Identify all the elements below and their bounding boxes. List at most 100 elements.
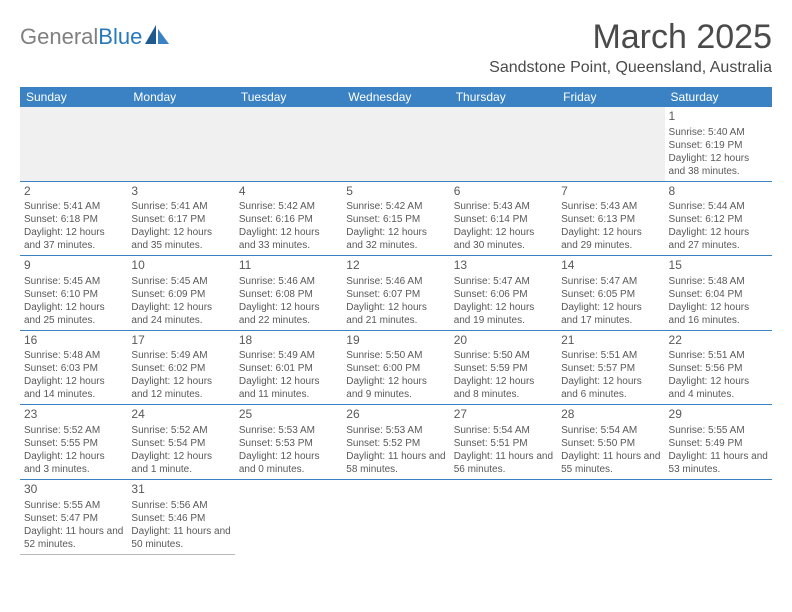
daylight-line: Daylight: 12 hours and 25 minutes. <box>24 301 123 327</box>
weekday-header: Tuesday <box>235 87 342 107</box>
sunset-line: Sunset: 6:03 PM <box>24 362 123 375</box>
daylight-line: Daylight: 12 hours and 12 minutes. <box>131 375 230 401</box>
sunrise-line: Sunrise: 5:41 AM <box>24 200 123 213</box>
day-number: 5 <box>346 184 445 200</box>
location-subtitle: Sandstone Point, Queensland, Australia <box>489 59 772 77</box>
day-cell: 9Sunrise: 5:45 AMSunset: 6:10 PMDaylight… <box>20 256 127 331</box>
day-number: 9 <box>24 258 123 274</box>
day-cell: 18Sunrise: 5:49 AMSunset: 6:01 PMDayligh… <box>235 330 342 405</box>
sunrise-line: Sunrise: 5:44 AM <box>669 200 768 213</box>
sunrise-line: Sunrise: 5:50 AM <box>454 349 553 362</box>
sunrise-line: Sunrise: 5:41 AM <box>131 200 230 213</box>
daylight-line: Daylight: 12 hours and 0 minutes. <box>239 450 338 476</box>
day-number: 1 <box>669 109 768 125</box>
daylight-line: Daylight: 11 hours and 56 minutes. <box>454 450 553 476</box>
weekday-header-row: SundayMondayTuesdayWednesdayThursdayFrid… <box>20 87 772 107</box>
day-number: 11 <box>239 258 338 274</box>
calendar-row: 9Sunrise: 5:45 AMSunset: 6:10 PMDaylight… <box>20 256 772 331</box>
day-number: 16 <box>24 333 123 349</box>
day-cell: 29Sunrise: 5:55 AMSunset: 5:49 PMDayligh… <box>665 405 772 480</box>
day-number: 20 <box>454 333 553 349</box>
daylight-line: Daylight: 12 hours and 33 minutes. <box>239 226 338 252</box>
day-number: 7 <box>561 184 660 200</box>
day-cell: 8Sunrise: 5:44 AMSunset: 6:12 PMDaylight… <box>665 181 772 256</box>
daylight-line: Daylight: 12 hours and 4 minutes. <box>669 375 768 401</box>
daylight-line: Daylight: 12 hours and 17 minutes. <box>561 301 660 327</box>
day-cell: 19Sunrise: 5:50 AMSunset: 6:00 PMDayligh… <box>342 330 449 405</box>
weekday-header: Wednesday <box>342 87 449 107</box>
day-number: 26 <box>346 407 445 423</box>
day-number: 15 <box>669 258 768 274</box>
day-number: 12 <box>346 258 445 274</box>
empty-trailing-cell <box>557 479 664 554</box>
daylight-line: Daylight: 11 hours and 52 minutes. <box>24 525 123 551</box>
sunrise-line: Sunrise: 5:43 AM <box>561 200 660 213</box>
day-cell: 25Sunrise: 5:53 AMSunset: 5:53 PMDayligh… <box>235 405 342 480</box>
daylight-line: Daylight: 12 hours and 16 minutes. <box>669 301 768 327</box>
empty-leading-cell <box>20 107 127 181</box>
month-title: March 2025 <box>489 18 772 57</box>
day-cell: 10Sunrise: 5:45 AMSunset: 6:09 PMDayligh… <box>127 256 234 331</box>
sunset-line: Sunset: 6:02 PM <box>131 362 230 375</box>
sunset-line: Sunset: 6:12 PM <box>669 213 768 226</box>
day-number: 28 <box>561 407 660 423</box>
sunrise-line: Sunrise: 5:45 AM <box>24 275 123 288</box>
calendar-row: 23Sunrise: 5:52 AMSunset: 5:55 PMDayligh… <box>20 405 772 480</box>
day-number: 22 <box>669 333 768 349</box>
sunset-line: Sunset: 5:52 PM <box>346 437 445 450</box>
sunset-line: Sunset: 6:01 PM <box>239 362 338 375</box>
daylight-line: Daylight: 12 hours and 11 minutes. <box>239 375 338 401</box>
sunset-line: Sunset: 5:47 PM <box>24 512 123 525</box>
empty-leading-cell <box>235 107 342 181</box>
day-cell: 27Sunrise: 5:54 AMSunset: 5:51 PMDayligh… <box>450 405 557 480</box>
day-number: 10 <box>131 258 230 274</box>
day-cell: 30Sunrise: 5:55 AMSunset: 5:47 PMDayligh… <box>20 479 127 554</box>
sunset-line: Sunset: 6:17 PM <box>131 213 230 226</box>
sunrise-line: Sunrise: 5:50 AM <box>346 349 445 362</box>
sunrise-line: Sunrise: 5:42 AM <box>346 200 445 213</box>
day-cell: 26Sunrise: 5:53 AMSunset: 5:52 PMDayligh… <box>342 405 449 480</box>
sunset-line: Sunset: 6:00 PM <box>346 362 445 375</box>
daylight-line: Daylight: 12 hours and 21 minutes. <box>346 301 445 327</box>
day-number: 30 <box>24 482 123 498</box>
logo-text-blue: Blue <box>98 24 142 50</box>
weekday-header: Monday <box>127 87 234 107</box>
day-cell: 14Sunrise: 5:47 AMSunset: 6:05 PMDayligh… <box>557 256 664 331</box>
daylight-line: Daylight: 12 hours and 24 minutes. <box>131 301 230 327</box>
day-number: 25 <box>239 407 338 423</box>
daylight-line: Daylight: 12 hours and 32 minutes. <box>346 226 445 252</box>
sunset-line: Sunset: 6:15 PM <box>346 213 445 226</box>
sunset-line: Sunset: 6:16 PM <box>239 213 338 226</box>
sunset-line: Sunset: 5:50 PM <box>561 437 660 450</box>
day-cell: 15Sunrise: 5:48 AMSunset: 6:04 PMDayligh… <box>665 256 772 331</box>
sunrise-line: Sunrise: 5:49 AM <box>131 349 230 362</box>
brand-logo: GeneralBlue <box>20 24 171 50</box>
sunset-line: Sunset: 6:18 PM <box>24 213 123 226</box>
daylight-line: Daylight: 12 hours and 1 minute. <box>131 450 230 476</box>
sunset-line: Sunset: 5:59 PM <box>454 362 553 375</box>
day-number: 19 <box>346 333 445 349</box>
daylight-line: Daylight: 12 hours and 8 minutes. <box>454 375 553 401</box>
sunrise-line: Sunrise: 5:55 AM <box>24 499 123 512</box>
day-number: 18 <box>239 333 338 349</box>
sunrise-line: Sunrise: 5:43 AM <box>454 200 553 213</box>
empty-leading-cell <box>557 107 664 181</box>
sunrise-line: Sunrise: 5:40 AM <box>669 126 768 139</box>
day-number: 6 <box>454 184 553 200</box>
day-cell: 12Sunrise: 5:46 AMSunset: 6:07 PMDayligh… <box>342 256 449 331</box>
calendar-row: 16Sunrise: 5:48 AMSunset: 6:03 PMDayligh… <box>20 330 772 405</box>
sunset-line: Sunset: 6:08 PM <box>239 288 338 301</box>
sunset-line: Sunset: 5:55 PM <box>24 437 123 450</box>
daylight-line: Daylight: 12 hours and 9 minutes. <box>346 375 445 401</box>
daylight-line: Daylight: 11 hours and 58 minutes. <box>346 450 445 476</box>
empty-trailing-cell <box>450 479 557 554</box>
day-cell: 20Sunrise: 5:50 AMSunset: 5:59 PMDayligh… <box>450 330 557 405</box>
weekday-header: Saturday <box>665 87 772 107</box>
sunset-line: Sunset: 5:53 PM <box>239 437 338 450</box>
sunset-line: Sunset: 5:57 PM <box>561 362 660 375</box>
sunrise-line: Sunrise: 5:51 AM <box>669 349 768 362</box>
sunrise-line: Sunrise: 5:53 AM <box>346 424 445 437</box>
day-cell: 17Sunrise: 5:49 AMSunset: 6:02 PMDayligh… <box>127 330 234 405</box>
sunrise-line: Sunrise: 5:56 AM <box>131 499 230 512</box>
daylight-line: Daylight: 12 hours and 38 minutes. <box>669 152 768 178</box>
